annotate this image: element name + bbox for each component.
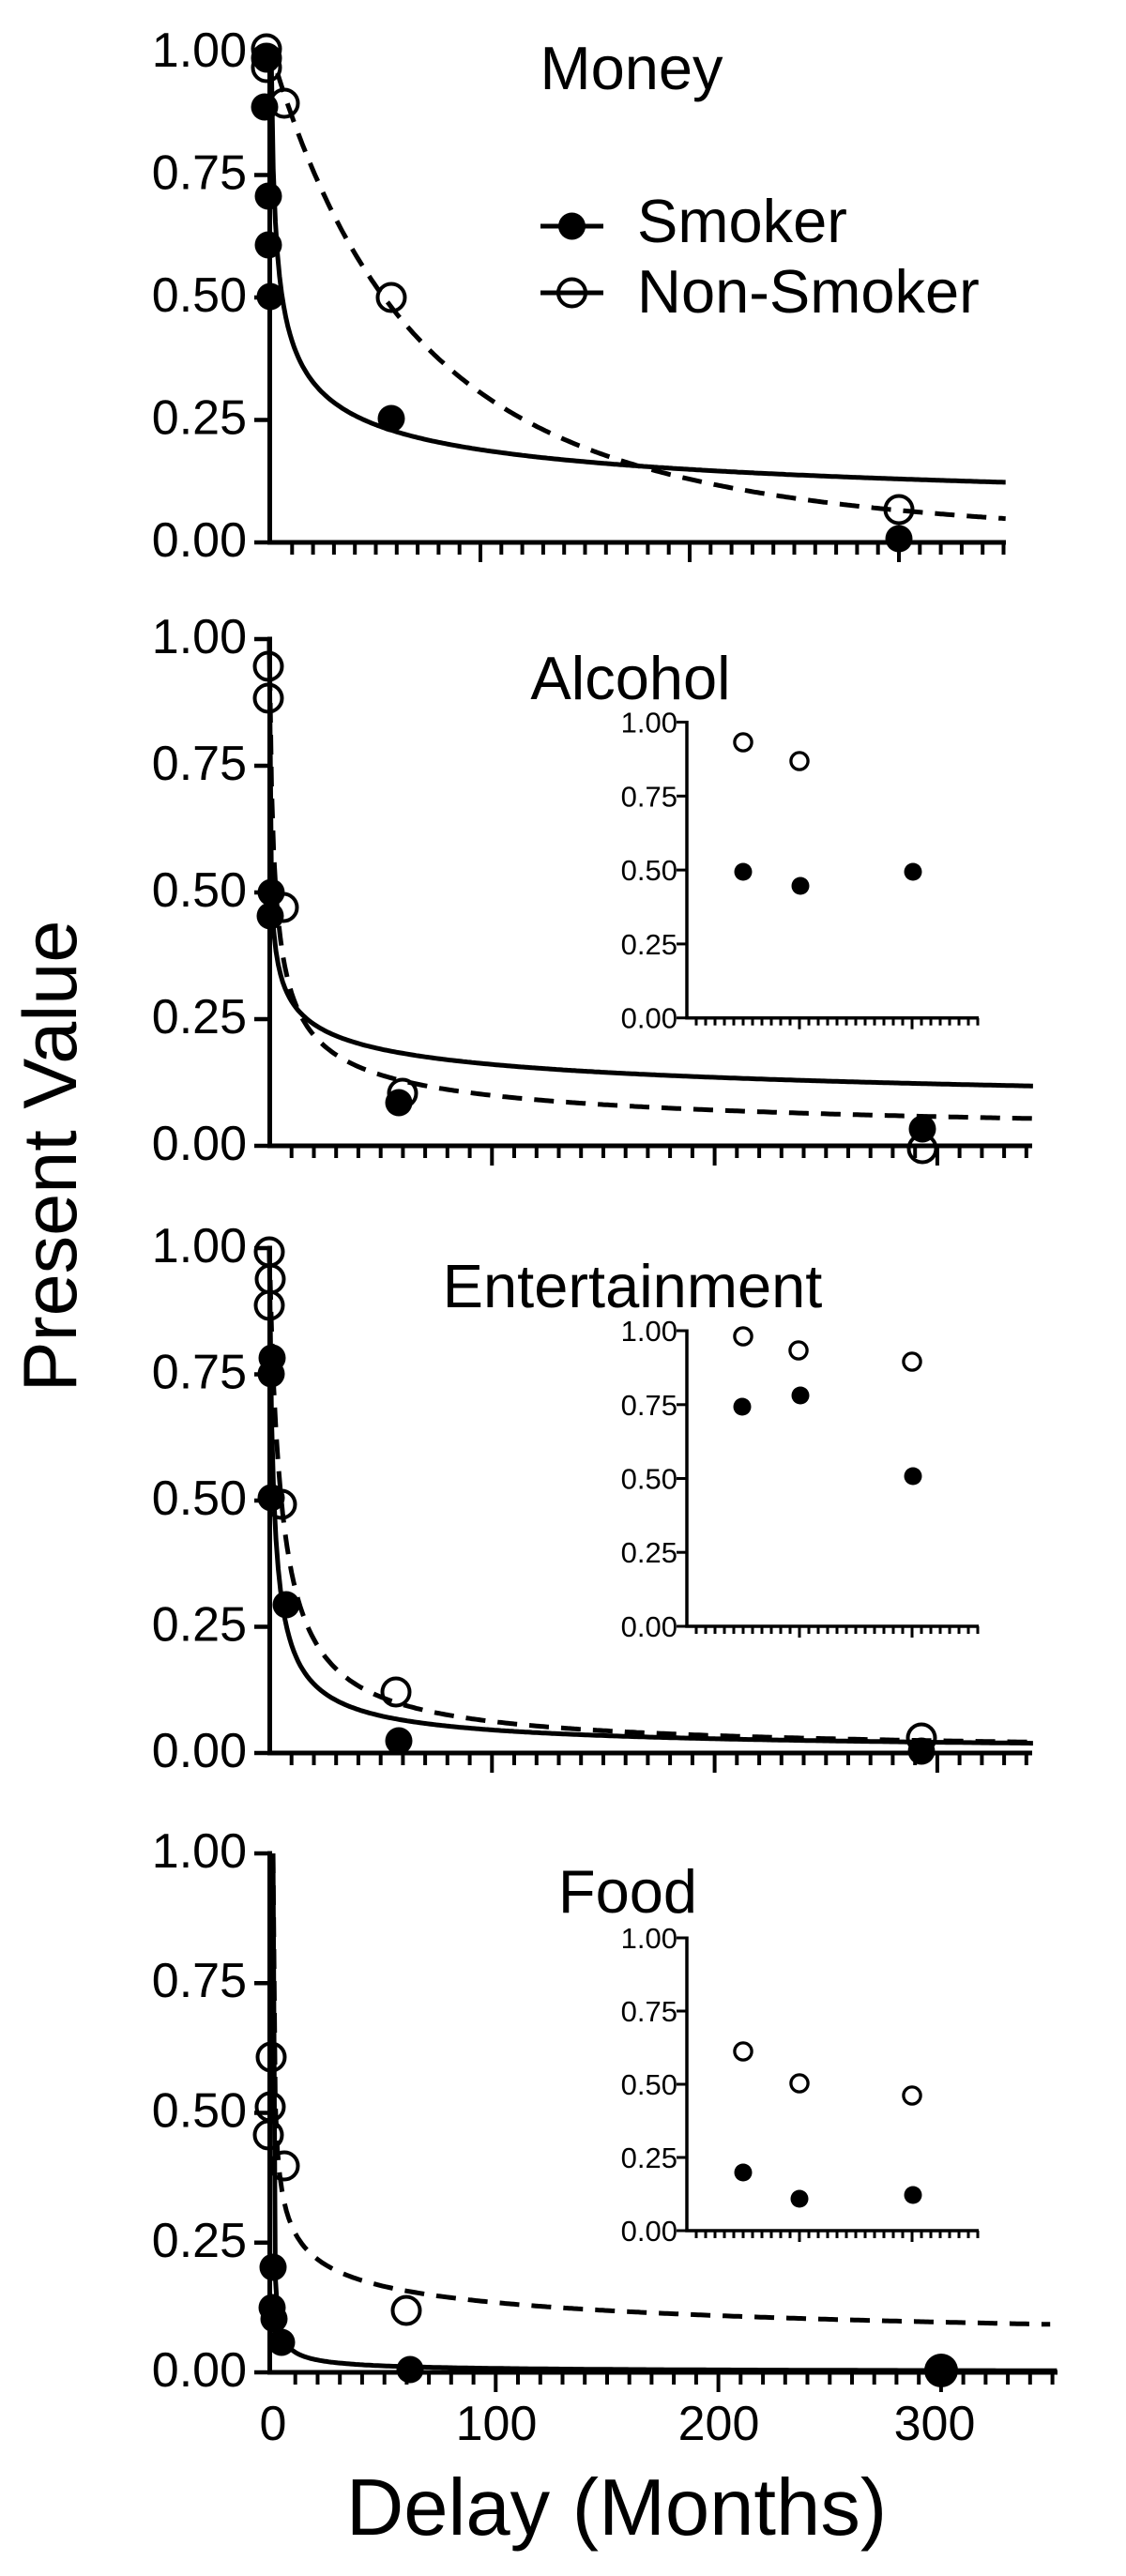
svg-text:0.75: 0.75 <box>152 1346 247 1400</box>
svg-text:Present Value: Present Value <box>8 921 93 1393</box>
svg-text:0.50: 0.50 <box>152 2084 247 2139</box>
svg-text:0.00: 0.00 <box>152 2343 247 2398</box>
svg-text:0.75: 0.75 <box>621 1389 677 1422</box>
svg-text:Non-Smoker: Non-Smoker <box>637 257 980 326</box>
svg-text:0.75: 0.75 <box>621 780 677 813</box>
svg-text:0.00: 0.00 <box>621 1002 677 1035</box>
svg-text:1.00: 1.00 <box>621 1922 677 1955</box>
svg-text:1.00: 1.00 <box>152 610 247 664</box>
svg-text:0.00: 0.00 <box>152 513 247 568</box>
svg-text:0.00: 0.00 <box>152 1117 247 1171</box>
svg-text:0.25: 0.25 <box>152 1598 247 1653</box>
svg-text:0.25: 0.25 <box>621 2142 677 2174</box>
svg-text:Alcohol: Alcohol <box>530 644 730 712</box>
svg-text:0: 0 <box>260 2397 287 2451</box>
svg-text:0.25: 0.25 <box>621 928 677 961</box>
svg-text:Food: Food <box>558 1857 697 1926</box>
svg-text:0.25: 0.25 <box>152 391 247 446</box>
svg-text:0.00: 0.00 <box>152 1724 247 1778</box>
svg-text:Entertainment: Entertainment <box>443 1252 823 1320</box>
svg-text:1.00: 1.00 <box>152 23 247 78</box>
svg-text:0.50: 0.50 <box>621 854 677 887</box>
svg-text:0.75: 0.75 <box>152 1954 247 2008</box>
svg-text:0.50: 0.50 <box>152 268 247 323</box>
svg-text:100: 100 <box>456 2397 538 2451</box>
svg-text:0.25: 0.25 <box>152 990 247 1044</box>
svg-text:200: 200 <box>678 2397 760 2451</box>
svg-text:Delay (Months): Delay (Months) <box>346 2463 887 2553</box>
svg-text:0.75: 0.75 <box>621 1995 677 2028</box>
svg-text:0.50: 0.50 <box>621 1463 677 1496</box>
svg-text:1.00: 1.00 <box>152 1219 247 1273</box>
svg-text:0.00: 0.00 <box>621 2215 677 2248</box>
svg-text:0.50: 0.50 <box>152 863 247 918</box>
svg-text:0.00: 0.00 <box>621 1610 677 1643</box>
svg-text:0.50: 0.50 <box>621 2068 677 2101</box>
svg-text:1.00: 1.00 <box>621 707 677 739</box>
svg-text:Smoker: Smoker <box>637 187 847 255</box>
svg-text:1.00: 1.00 <box>621 1315 677 1348</box>
svg-text:1.00: 1.00 <box>152 1824 247 1879</box>
svg-text:0.25: 0.25 <box>152 2214 247 2268</box>
svg-text:0.50: 0.50 <box>152 1471 247 1526</box>
svg-text:Money: Money <box>540 34 723 102</box>
svg-text:300: 300 <box>894 2397 976 2451</box>
svg-text:0.25: 0.25 <box>621 1536 677 1569</box>
svg-text:0.75: 0.75 <box>152 737 247 791</box>
svg-text:0.75: 0.75 <box>152 146 247 201</box>
